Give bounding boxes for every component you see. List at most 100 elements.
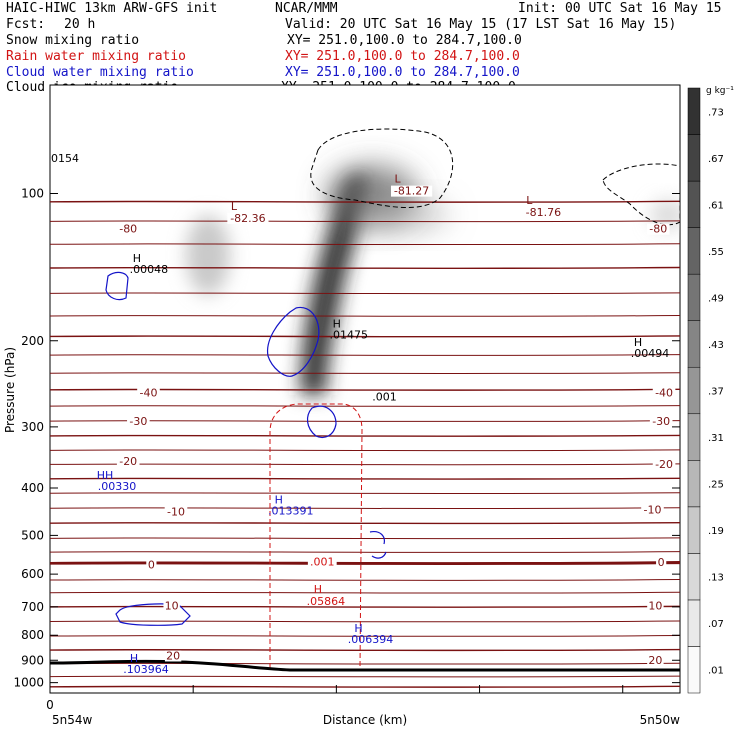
y-tick-label: 100 xyxy=(21,187,44,201)
isotherm xyxy=(50,635,680,637)
temperature-label-bg xyxy=(116,455,140,467)
y-axis-label: Pressure (hPa) xyxy=(3,347,17,433)
colorbar-label: .49 xyxy=(708,293,724,304)
temperature-label: -40 xyxy=(655,386,673,399)
temperature-label: 20 xyxy=(648,654,662,667)
isotherm xyxy=(50,388,680,391)
cloudwater-contour-a xyxy=(266,306,320,377)
temperature-label: -80 xyxy=(119,223,137,236)
isotherm xyxy=(50,537,680,540)
temperature-label-bg xyxy=(652,387,676,399)
cloudwater-high-value: .013391 xyxy=(268,504,314,517)
low-value: -81.76 xyxy=(526,206,561,219)
low-marker: L xyxy=(395,173,402,186)
isotherm xyxy=(50,579,680,581)
temperature-label: 10 xyxy=(648,599,662,612)
temperature-label-bg xyxy=(164,506,188,518)
colorbar-bin xyxy=(687,227,701,275)
low-value-bg xyxy=(522,206,564,218)
colorbar-label: .73 xyxy=(708,107,724,118)
colorbar-bin xyxy=(687,506,701,554)
isotherm xyxy=(50,620,680,623)
x-tick-label: 0 xyxy=(46,698,54,712)
snow-blob-left xyxy=(186,215,230,295)
isotherm xyxy=(50,266,680,270)
isotherm xyxy=(50,372,680,375)
low-value: -81.27 xyxy=(394,185,429,198)
field-cloudwater-xy: XY= 251.0,100.0 to 284.7,100.0 xyxy=(285,65,520,80)
left-edge-label: 0154 xyxy=(51,152,79,165)
isotherm xyxy=(50,662,680,665)
fcst-value: 20 h xyxy=(64,17,96,32)
isotherm xyxy=(50,354,680,356)
colorbar-label: .55 xyxy=(708,247,724,258)
colorbar-bin xyxy=(687,553,701,601)
colorbar-unit: g kg⁻¹ xyxy=(706,86,734,96)
colorbar-bin xyxy=(687,366,701,415)
colorbar-label: .61 xyxy=(708,200,724,211)
snow-blob-right xyxy=(650,199,680,231)
low-value-bg xyxy=(227,212,269,224)
isotherm xyxy=(50,200,680,203)
isotherm-zero xyxy=(50,561,680,565)
colorbar-bin xyxy=(687,87,701,135)
temperature-label: -40 xyxy=(139,386,157,399)
temperature-label: -20 xyxy=(119,455,137,468)
colorbar-bin xyxy=(687,273,701,321)
colorbar-label: .07 xyxy=(708,619,724,630)
temperature-label: -30 xyxy=(652,415,670,428)
colorbar-bin xyxy=(687,320,701,368)
y-tick-label: 600 xyxy=(21,567,44,581)
colorbar-label: .67 xyxy=(708,154,724,165)
cloudwater-high-value: .006394 xyxy=(348,633,394,646)
temperature-label: -10 xyxy=(643,504,661,517)
rain-contour-label: .001 xyxy=(310,555,335,568)
field-snow-name: Snow mixing ratio xyxy=(6,33,140,48)
temperature-label-bg xyxy=(647,654,664,666)
isotherm xyxy=(50,521,680,525)
isotherm xyxy=(50,605,680,608)
temperature-label-bg xyxy=(649,416,673,428)
snow-high-value: .01475 xyxy=(330,329,369,342)
field-cloudwater-name: Cloud water mixing ratio xyxy=(6,65,194,80)
isotherm xyxy=(50,220,680,223)
colorbar-bin xyxy=(687,413,701,461)
x-axis-label: Distance (km) xyxy=(323,713,407,727)
isotherm xyxy=(50,648,680,652)
snow-high-marker: H xyxy=(133,252,141,265)
y-axis: 1002003004005006007008009001000Pressure … xyxy=(3,187,680,690)
temperature-label-bg xyxy=(641,504,664,516)
colorbar-label: .25 xyxy=(708,480,724,491)
field-rain-name: Rain water mixing ratio xyxy=(6,49,187,64)
temperature-label: 0 xyxy=(148,558,155,571)
temperature-label: -20 xyxy=(655,458,673,471)
temperature-label-bg xyxy=(647,600,664,612)
field-snow-xy: XY= 251.0,100.0 to 284.7,100.0 xyxy=(287,33,522,48)
y-tick-label: 800 xyxy=(21,628,44,642)
isotherm xyxy=(50,335,680,338)
temperature-label-bg xyxy=(646,223,670,235)
cloudwater-contour-b xyxy=(306,405,337,439)
cloudwater-high-marker: H xyxy=(354,622,362,635)
cloudwater-contour-c xyxy=(369,531,387,559)
snow-anvil-outer xyxy=(350,197,450,233)
temperature-label-bg xyxy=(116,223,140,235)
snow-high-marker: H xyxy=(634,336,642,349)
temperature-label-bg xyxy=(656,557,667,569)
temperature-label-bg xyxy=(146,559,157,571)
low-marker: L xyxy=(526,194,533,207)
isotherm xyxy=(50,463,680,466)
isotherm xyxy=(50,243,680,246)
isotherm xyxy=(50,492,680,495)
rain-high-marker: H xyxy=(314,583,322,596)
cloudwater-high-value: .00330 xyxy=(98,480,137,493)
isotherm xyxy=(50,314,680,317)
isotherm xyxy=(50,420,680,422)
colorbar-bin xyxy=(687,134,701,182)
cloudwater-contour-d xyxy=(115,603,191,626)
rain-high-value: .05864 xyxy=(307,595,346,608)
colorbar-label: .31 xyxy=(708,433,724,444)
